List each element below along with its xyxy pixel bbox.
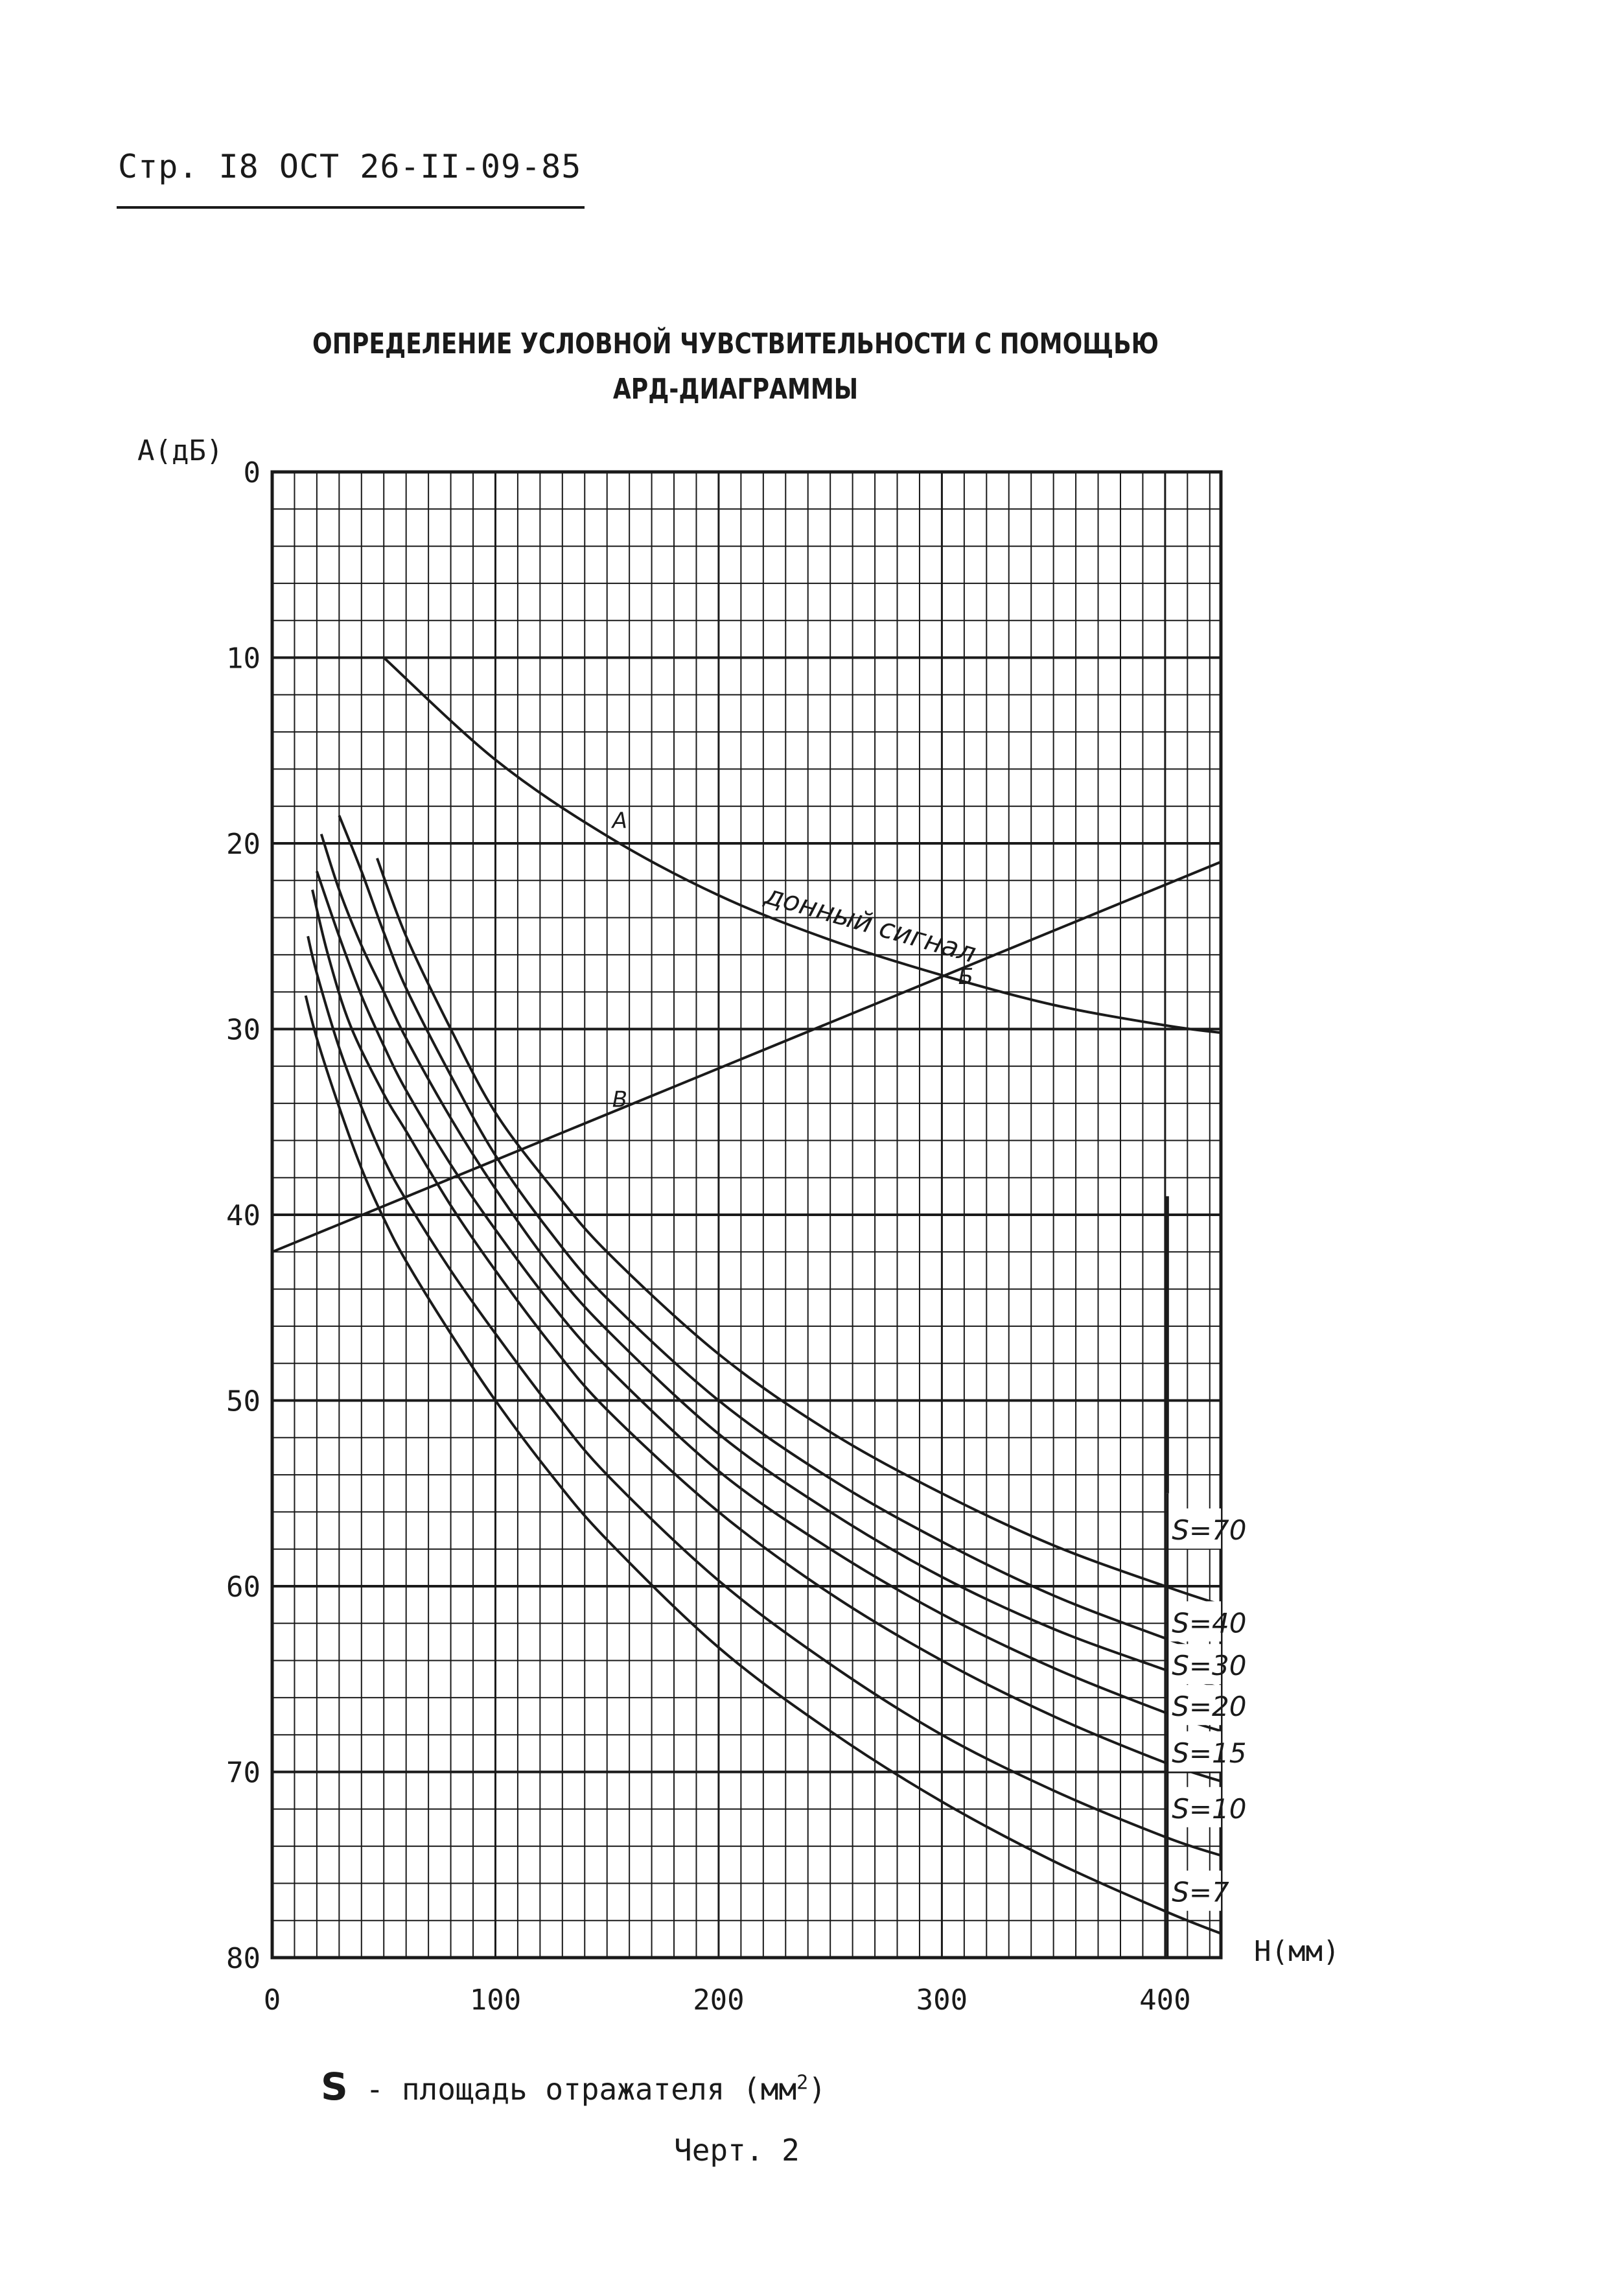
page-header: Стр. I8 ОСТ 26-II-09-85 <box>118 148 582 185</box>
series-label-bg <box>1167 1731 1221 1772</box>
y-tick-label: 50 <box>226 1385 261 1418</box>
series-label-bg <box>1167 1601 1221 1642</box>
series-line-s-40 <box>338 815 1222 1658</box>
series-label-bg <box>1167 1644 1221 1685</box>
y-tick-label: 0 <box>244 456 261 489</box>
chart-subtitle: АРД-ДИАГРАММЫ <box>612 373 859 406</box>
series-label-bg <box>1167 1870 1221 1911</box>
series-line-s-15 <box>311 889 1222 1783</box>
y-axis-label: А(дБ) <box>137 434 224 467</box>
chart-curves <box>272 657 1222 1935</box>
back-wall-curve <box>382 657 1222 1035</box>
series-line-s-30 <box>319 834 1222 1690</box>
chart-labels: донный сигнал А Б В S=70 S=40 S=30 S=20 S=15 S=10… <box>611 808 1247 1958</box>
chart-number: Черт. 2 <box>674 2133 800 2168</box>
y-tick-label: 30 <box>226 1014 261 1047</box>
series-line-s-70 <box>376 858 1222 1606</box>
series-label-s-70: S=70 <box>1172 1514 1246 1546</box>
y-tick-label: 10 <box>226 642 261 675</box>
y-tick-label: 40 <box>226 1199 261 1232</box>
y-tick-label: 70 <box>226 1757 261 1790</box>
x-tick-label: 300 <box>916 1984 968 2017</box>
x-tick-label: 400 <box>1139 1984 1190 2017</box>
legend-text: - площадь отражателя (мм <box>347 2072 797 2107</box>
series-label-s-20: S=20 <box>1172 1691 1246 1722</box>
legend-superscript: 2 <box>796 2071 809 2094</box>
series-line-s-7 <box>304 995 1222 1935</box>
point-label: Б <box>958 964 973 990</box>
series-label-bg <box>1167 1787 1221 1827</box>
series-label-s-7: S=7 <box>1172 1877 1229 1908</box>
legend-symbol: S <box>321 2065 348 2109</box>
chart-title: ОПРЕДЕЛЕНИЕ УСЛОВНОЙ ЧУВСТВИТЕЛЬНОСТИ С … <box>312 327 1159 360</box>
point-label: А <box>611 808 627 834</box>
point-label: В <box>612 1086 627 1112</box>
series-label-s-10: S=10 <box>1172 1793 1246 1825</box>
header-rule <box>117 206 585 209</box>
x-tick-label: 0 <box>264 1984 281 2017</box>
sensitivity-line <box>272 860 1222 1254</box>
series-line-s-10 <box>307 935 1222 1857</box>
legend-note: S - площадь отражателя (мм2) <box>321 2065 826 2109</box>
series-label-s-30: S=30 <box>1172 1650 1246 1682</box>
series-label-s-15: S=15 <box>1172 1737 1246 1769</box>
y-tick-label: 20 <box>226 828 261 861</box>
chart-grid <box>270 470 1223 1960</box>
x-tick-label: 200 <box>693 1984 744 2017</box>
legend-close: ) <box>808 2072 826 2107</box>
x-tick-label: 100 <box>470 1984 521 2017</box>
series-line-s-20 <box>316 871 1222 1733</box>
x-axis-label: Н(мм) <box>1254 1935 1340 1968</box>
plot-frame <box>270 470 1223 1960</box>
y-tick-label: 60 <box>226 1571 261 1604</box>
series-label-bg <box>1167 1685 1221 1726</box>
back-wall-label: донный сигнал <box>761 878 979 969</box>
y-tick-label: 80 <box>226 1942 261 1975</box>
series-label-bg <box>1167 1508 1221 1549</box>
series-label-s-40: S=40 <box>1172 1607 1246 1639</box>
